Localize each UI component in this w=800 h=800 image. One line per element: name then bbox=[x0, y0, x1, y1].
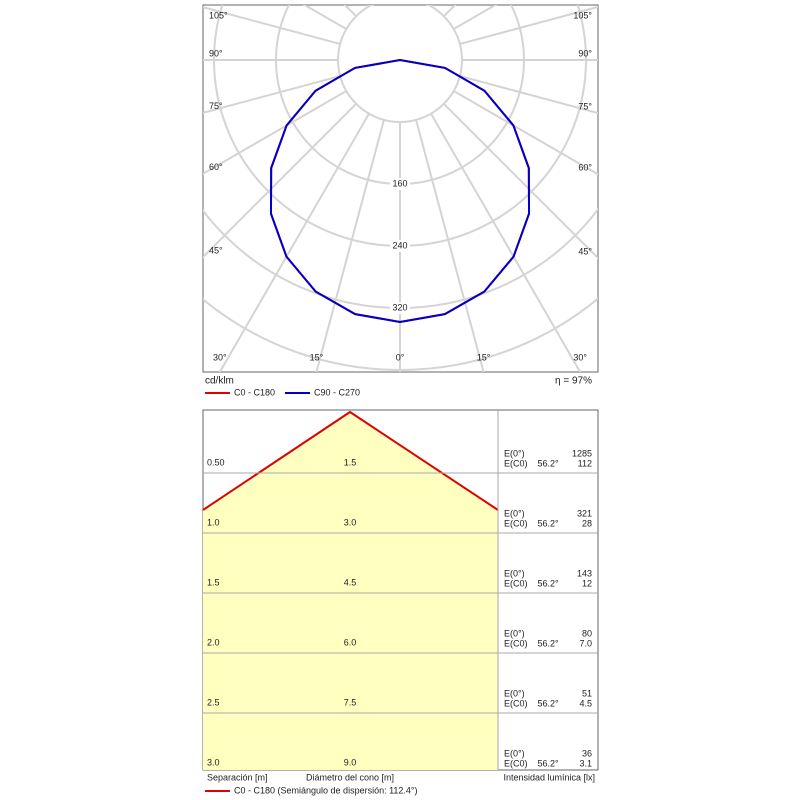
ec0-label: E(C0) bbox=[504, 758, 528, 768]
r-tick-bg bbox=[390, 178, 410, 190]
grid-circle bbox=[337, 5, 463, 123]
legend-label: C0 - C180 bbox=[234, 387, 275, 397]
distance: 0.50 bbox=[207, 457, 225, 467]
diameter: 1.5 bbox=[344, 457, 357, 467]
ec0-value: 28 bbox=[582, 518, 592, 528]
spoke bbox=[459, 75, 598, 115]
distance: 2.5 bbox=[207, 697, 220, 707]
r-tick-label: 160 bbox=[392, 178, 407, 188]
spoke bbox=[203, 75, 341, 114]
cone-table: 0.50 1.5 E(0°) 1285 E(C0) 56.2° 112 1.0 3.0 E(0°)… bbox=[203, 448, 598, 768]
grid-circle bbox=[203, 297, 598, 371]
ec0-value: 112 bbox=[578, 458, 592, 468]
e0-value: 80 bbox=[582, 628, 592, 638]
e0-label: E(0°) bbox=[504, 748, 525, 758]
diameter: 7.5 bbox=[344, 697, 357, 707]
e0-value: 1285 bbox=[572, 448, 592, 458]
angle-tick-label: 15° bbox=[310, 352, 324, 362]
intensity-curve bbox=[269, 59, 531, 323]
angle-tick-label: 105° bbox=[573, 10, 592, 20]
angle-tick-label: 45° bbox=[209, 245, 223, 255]
diameter: 6.0 bbox=[344, 637, 357, 647]
e0-label: E(0°) bbox=[504, 628, 525, 638]
ec0-label: E(C0) bbox=[504, 518, 528, 528]
angle: 56.2° bbox=[537, 698, 559, 708]
ec0-label: E(C0) bbox=[504, 638, 528, 648]
e0-value: 51 bbox=[582, 688, 592, 698]
angle-tick-label: 60° bbox=[578, 163, 592, 173]
angle-tick-label: 90° bbox=[578, 48, 592, 58]
e0-value: 36 bbox=[582, 748, 592, 758]
e0-value: 321 bbox=[577, 508, 592, 518]
cone-legend: C0 - C180 (Semiángulo de dispersión: 112… bbox=[234, 785, 418, 795]
e0-value: 143 bbox=[577, 568, 592, 578]
polar-labels: 0° 15° 15° 30° 30° 45° 45° 60° 60° 75° 75° 90° 90° 10… bbox=[209, 10, 592, 362]
diameter: 9.0 bbox=[344, 757, 357, 767]
ec0-value: 3.1 bbox=[579, 758, 592, 768]
angle-tick-label: 15° bbox=[477, 352, 491, 362]
distance: 1.0 bbox=[207, 517, 220, 527]
ec0-value: 12 bbox=[582, 578, 592, 588]
angle-tick-label: 105° bbox=[209, 10, 228, 20]
diameter-label: Diámetro del cono [m] bbox=[306, 772, 394, 782]
e0-label: E(0°) bbox=[504, 448, 525, 458]
r-tick-label: 240 bbox=[392, 240, 407, 250]
ec0-label: E(C0) bbox=[504, 578, 528, 588]
angle: 56.2° bbox=[537, 458, 559, 468]
unit-label: cd/klm bbox=[205, 376, 234, 387]
distance: 2.0 bbox=[207, 637, 220, 647]
spoke bbox=[443, 103, 598, 260]
r-tick-label: 320 bbox=[392, 302, 407, 312]
distance-label: Separación [m] bbox=[207, 772, 268, 782]
spoke bbox=[203, 6, 341, 45]
spoke bbox=[453, 90, 598, 176]
angle: 56.2° bbox=[537, 518, 559, 528]
angle: 56.2° bbox=[537, 758, 559, 768]
angle: 56.2° bbox=[537, 638, 559, 648]
e0-label: E(0°) bbox=[504, 508, 525, 518]
angle-tick-label: 90° bbox=[209, 48, 223, 58]
angle-tick-label: 75° bbox=[209, 101, 223, 111]
angle-tick-label: 75° bbox=[578, 101, 592, 111]
spoke bbox=[218, 113, 370, 372]
distance: 3.0 bbox=[207, 757, 220, 767]
cone-area bbox=[203, 412, 498, 770]
e0-label: E(0°) bbox=[504, 688, 525, 698]
spoke bbox=[459, 5, 598, 45]
angle: 56.2° bbox=[537, 578, 559, 588]
spoke bbox=[315, 119, 385, 372]
spoke bbox=[415, 119, 485, 372]
ec0-label: E(C0) bbox=[504, 458, 528, 468]
angle-tick-label: 0° bbox=[396, 352, 405, 362]
ec0-value: 7.0 bbox=[579, 638, 592, 648]
diameter: 3.0 bbox=[344, 517, 357, 527]
diameter: 4.5 bbox=[344, 577, 357, 587]
spoke bbox=[203, 103, 357, 259]
angle-tick-label: 30° bbox=[573, 352, 587, 362]
efficiency: η = 97% bbox=[555, 376, 592, 387]
spoke bbox=[430, 113, 582, 372]
ec0-value: 4.5 bbox=[579, 698, 592, 708]
ec0-label: E(C0) bbox=[504, 698, 528, 708]
legend-label: C90 - C270 bbox=[314, 387, 360, 397]
legend: C0 - C180 C90 - C270 bbox=[205, 387, 360, 397]
angle-tick-label: 45° bbox=[578, 246, 592, 256]
spoke bbox=[203, 90, 347, 175]
r-tick-bg bbox=[390, 240, 410, 252]
r-tick-bg bbox=[390, 302, 410, 314]
cone-line bbox=[202, 410, 499, 511]
e0-label: E(0°) bbox=[504, 568, 525, 578]
distance: 1.5 bbox=[207, 577, 220, 587]
angle-tick-label: 60° bbox=[209, 162, 223, 172]
angle-tick-label: 30° bbox=[213, 352, 227, 362]
intensity-label: Intensidad lumínica [lx] bbox=[503, 772, 595, 782]
